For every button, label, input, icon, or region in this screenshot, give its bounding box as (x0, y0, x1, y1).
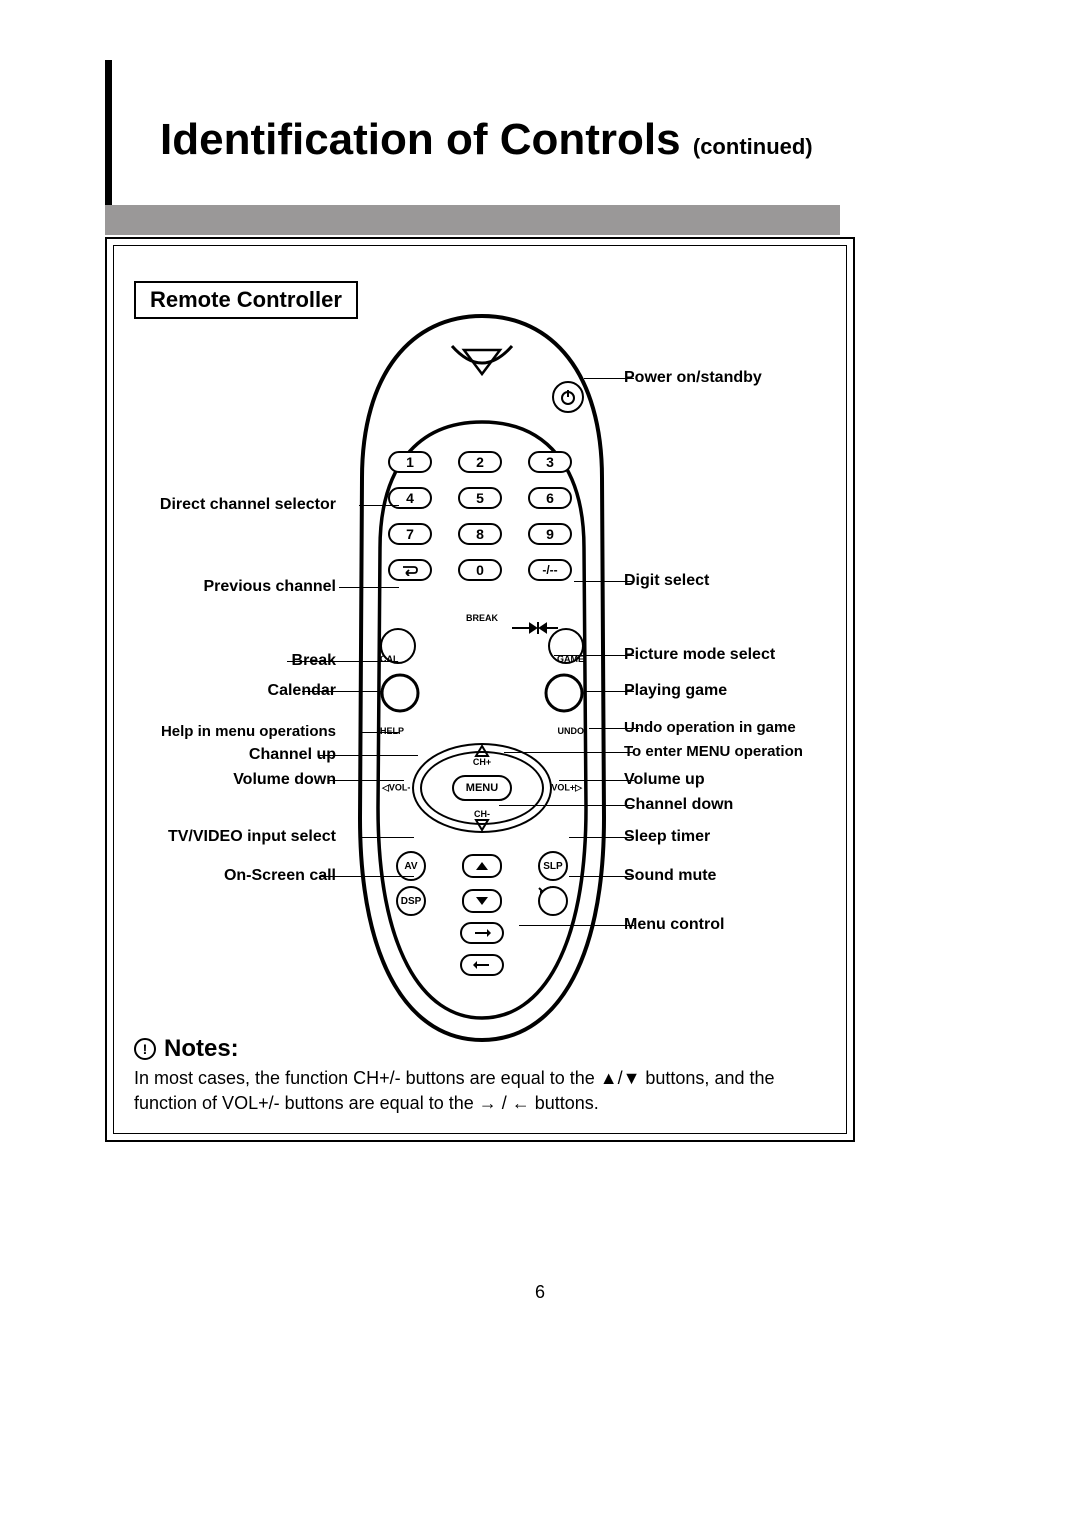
num-0-button: 0 (458, 559, 502, 581)
arrow-down-button (462, 889, 502, 913)
leader-line (559, 780, 634, 781)
leader-line (302, 691, 382, 692)
callout-vol-down: Volume down (116, 771, 336, 789)
title-sub: (continued) (693, 134, 813, 159)
num-8-button: 8 (458, 523, 502, 545)
leader-line (554, 655, 634, 656)
notes-line-2: function of VOL+/- buttons are equal to … (134, 1093, 599, 1113)
page-number: 6 (535, 1282, 545, 1303)
arrow-up-button (462, 854, 502, 878)
break-label: BREAK (466, 613, 498, 623)
callout-undo: Undo operation in game (624, 719, 854, 736)
callout-help: Help in menu operations (116, 723, 336, 740)
menu-button: MENU (452, 775, 512, 801)
leader-line (574, 581, 634, 582)
arrow-right-button (460, 922, 504, 944)
volminus-label: ◁VOL- (382, 783, 410, 794)
gray-band (105, 205, 840, 235)
num-3-button: 3 (528, 451, 572, 473)
num-5-button: 5 (458, 487, 502, 509)
nav-ring: MENU CH+ CH- ◁VOL- VOL+▷ (412, 743, 552, 833)
leader-line (359, 505, 399, 506)
page-frame: Identification of Controls (continued) R… (50, 30, 1030, 1470)
num-2-button: 2 (458, 451, 502, 473)
av-slp-row: AV SLP (396, 851, 568, 881)
prev-channel-button (388, 559, 432, 581)
callout-power: Power on/standby (624, 369, 854, 387)
leader-line (504, 752, 634, 753)
page-title: Identification of Controls (continued) (160, 115, 813, 165)
callout-direct-channel: Direct channel selector (116, 496, 336, 514)
dsp-mute-row: DSP (396, 886, 568, 916)
callout-sleep: Sleep timer (624, 828, 854, 846)
notes-body: In most cases, the function CH+/- button… (134, 1066, 826, 1115)
callout-game: Playing game (624, 682, 854, 700)
callout-ch-up: Channel up (116, 746, 336, 764)
help-label: HELP (380, 726, 404, 736)
num-7-button: 7 (388, 523, 432, 545)
leader-line (359, 732, 399, 733)
title-main: Identification of Controls (160, 115, 681, 164)
leader-line (499, 805, 634, 806)
notes-line-1: In most cases, the function CH+/- button… (134, 1068, 775, 1088)
callout-tv-video: TV/VIDEO input select (116, 828, 336, 846)
notes-title: ! Notes: (134, 1035, 239, 1063)
callout-vol-up: Volume up (624, 771, 854, 789)
content-box: Remote Controller (105, 237, 855, 1142)
undo-label: UNDO (558, 726, 585, 736)
leader-line (319, 876, 414, 877)
title-rule (105, 60, 112, 215)
arrow-left-button (460, 954, 504, 976)
leader-line (287, 661, 397, 662)
break-row (380, 628, 584, 664)
callout-picture-mode: Picture mode select (624, 646, 854, 664)
leader-line (359, 837, 414, 838)
volplus-label: VOL+▷ (551, 783, 582, 794)
leader-line (318, 755, 418, 756)
cal-label: CAL (380, 654, 399, 664)
notes-icon: ! (134, 1038, 156, 1060)
section-label: Remote Controller (134, 281, 358, 319)
notes-title-text: Notes: (164, 1035, 239, 1063)
num-6-button: 6 (528, 487, 572, 509)
leader-line (569, 876, 634, 877)
callout-mute: Sound mute (624, 867, 854, 885)
dsp-button: DSP (396, 886, 426, 916)
digit-select-button: -/-- (528, 559, 572, 581)
callout-digit: Digit select (624, 572, 854, 590)
remote-diagram: 1 2 3 4 5 6 7 8 9 0 -/-- BREAK (352, 308, 612, 1048)
leader-line (329, 780, 404, 781)
leader-line (589, 728, 639, 729)
callout-prev-channel: Previous channel (116, 578, 336, 596)
num-1-button: 1 (388, 451, 432, 473)
power-button (552, 381, 584, 413)
power-icon (559, 388, 577, 406)
callout-menu-control: Menu control (624, 916, 854, 934)
leader-line (519, 925, 634, 926)
content-inner: Remote Controller (113, 245, 847, 1134)
num-9-button: 9 (528, 523, 572, 545)
leader-line (569, 837, 634, 838)
chminus-label: CH- (474, 809, 490, 819)
chplus-label: CH+ (473, 757, 491, 767)
leader-line (584, 691, 634, 692)
leader-line (339, 587, 399, 588)
callout-ch-down: Channel down (624, 796, 854, 814)
mute-button (538, 886, 568, 916)
callout-menu-op: To enter MENU operation (624, 743, 854, 760)
slp-button: SLP (538, 851, 568, 881)
callout-onscreen: On-Screen call (116, 867, 336, 885)
number-pad: 1 2 3 4 5 6 7 8 9 0 -/-- (388, 451, 576, 581)
leader-line (584, 378, 634, 379)
